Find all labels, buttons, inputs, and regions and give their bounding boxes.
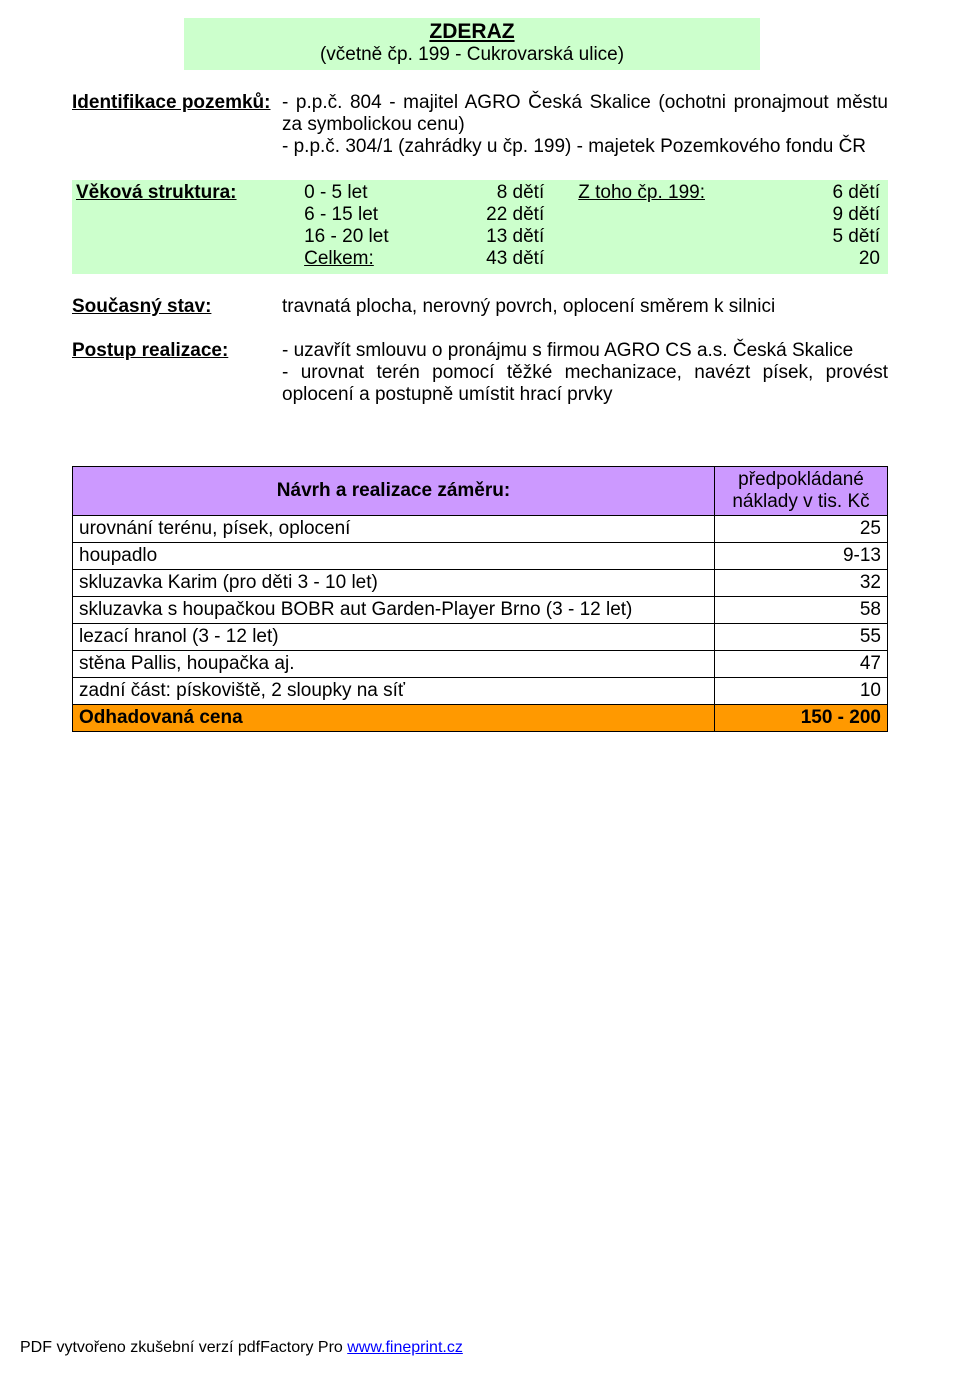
age-range: 6 - 15 let	[300, 204, 434, 226]
cost-value: 58	[715, 597, 888, 624]
cost-value: 47	[715, 651, 888, 678]
cost-header-left: Návrh a realizace záměru:	[73, 467, 715, 516]
cost-row: skluzavka s houpačkou BOBR aut Garden-Pl…	[73, 597, 888, 624]
cost-value: 9-13	[715, 543, 888, 570]
cost-total-row: Odhadovaná cena 150 - 200	[73, 705, 888, 732]
postup-text: - uzavřít smlouvu o pronájmu s firmou AG…	[282, 340, 888, 406]
age-ztoho-label: Z toho čp. 199:	[578, 182, 705, 203]
footer-link[interactable]: www.fineprint.cz	[347, 1339, 463, 1356]
cost-row: stěna Pallis, houpačka aj. 47	[73, 651, 888, 678]
cost-row: skluzavka Karim (pro děti 3 - 10 let) 32	[73, 570, 888, 597]
cost-item: stěna Pallis, houpačka aj.	[73, 651, 715, 678]
cost-item: skluzavka Karim (pro děti 3 - 10 let)	[73, 570, 715, 597]
age-count: 13 dětí	[434, 226, 574, 248]
page-title: ZDERAZ	[184, 20, 760, 44]
cost-value: 32	[715, 570, 888, 597]
age-sub: 6 dětí	[761, 182, 885, 204]
footer-text: PDF vytvořeno zkušební verzí pdfFactory …	[20, 1339, 347, 1356]
ident-label: Identifikace pozemků:	[72, 92, 282, 158]
cost-value: 10	[715, 678, 888, 705]
cost-item: zadní část: pískoviště, 2 sloupky na síť	[73, 678, 715, 705]
ident-section: Identifikace pozemků: - p.p.č. 804 - maj…	[72, 92, 888, 158]
age-count: 8 dětí	[434, 182, 574, 204]
age-count: 22 dětí	[434, 204, 574, 226]
page-subtitle: (včetně čp. 199 - Cukrovarská ulice)	[184, 44, 760, 66]
cost-row: houpadlo 9-13	[73, 543, 888, 570]
age-band: Věková struktura: 0 - 5 let 8 dětí Z toh…	[72, 180, 888, 274]
cost-row: urovnání terénu, písek, oplocení 25	[73, 516, 888, 543]
current-section: Současný stav: travnatá plocha, nerovný …	[72, 296, 888, 318]
cost-value: 25	[715, 516, 888, 543]
age-total-sub: 20	[761, 248, 885, 270]
cost-header-row: Návrh a realizace záměru: předpokládané …	[73, 467, 888, 516]
current-text: travnatá plocha, nerovný povrch, oplocen…	[282, 296, 888, 318]
age-total-count: 43 dětí	[434, 248, 574, 270]
cost-item: lezací hranol (3 - 12 let)	[73, 624, 715, 651]
cost-total-label: Odhadovaná cena	[73, 705, 715, 732]
postup-label: Postup realizace:	[72, 340, 282, 406]
age-sub: 5 dětí	[761, 226, 885, 248]
title-band: ZDERAZ (včetně čp. 199 - Cukrovarská uli…	[184, 18, 760, 70]
cost-total-value: 150 - 200	[715, 705, 888, 732]
age-range: 16 - 20 let	[300, 226, 434, 248]
age-table: Věková struktura: 0 - 5 let 8 dětí Z toh…	[72, 182, 884, 270]
current-label: Současný stav:	[72, 296, 282, 318]
cost-item: skluzavka s houpačkou BOBR aut Garden-Pl…	[73, 597, 715, 624]
cost-table: Návrh a realizace záměru: předpokládané …	[72, 466, 888, 732]
cost-row: zadní část: pískoviště, 2 sloupky na síť…	[73, 678, 888, 705]
cost-value: 55	[715, 624, 888, 651]
age-label: Věková struktura:	[76, 182, 237, 203]
age-range: 0 - 5 let	[300, 182, 434, 204]
cost-item: urovnání terénu, písek, oplocení	[73, 516, 715, 543]
postup-section: Postup realizace: - uzavřít smlouvu o pr…	[72, 340, 888, 406]
age-total-label: Celkem:	[304, 248, 374, 269]
cost-item: houpadlo	[73, 543, 715, 570]
cost-row: lezací hranol (3 - 12 let) 55	[73, 624, 888, 651]
age-sub: 9 dětí	[761, 204, 885, 226]
ident-text: - p.p.č. 804 - majitel AGRO Česká Skalic…	[282, 92, 888, 158]
pdf-footer: PDF vytvořeno zkušební verzí pdfFactory …	[20, 1339, 463, 1357]
cost-header-right: předpokládané náklady v tis. Kč	[715, 467, 888, 516]
